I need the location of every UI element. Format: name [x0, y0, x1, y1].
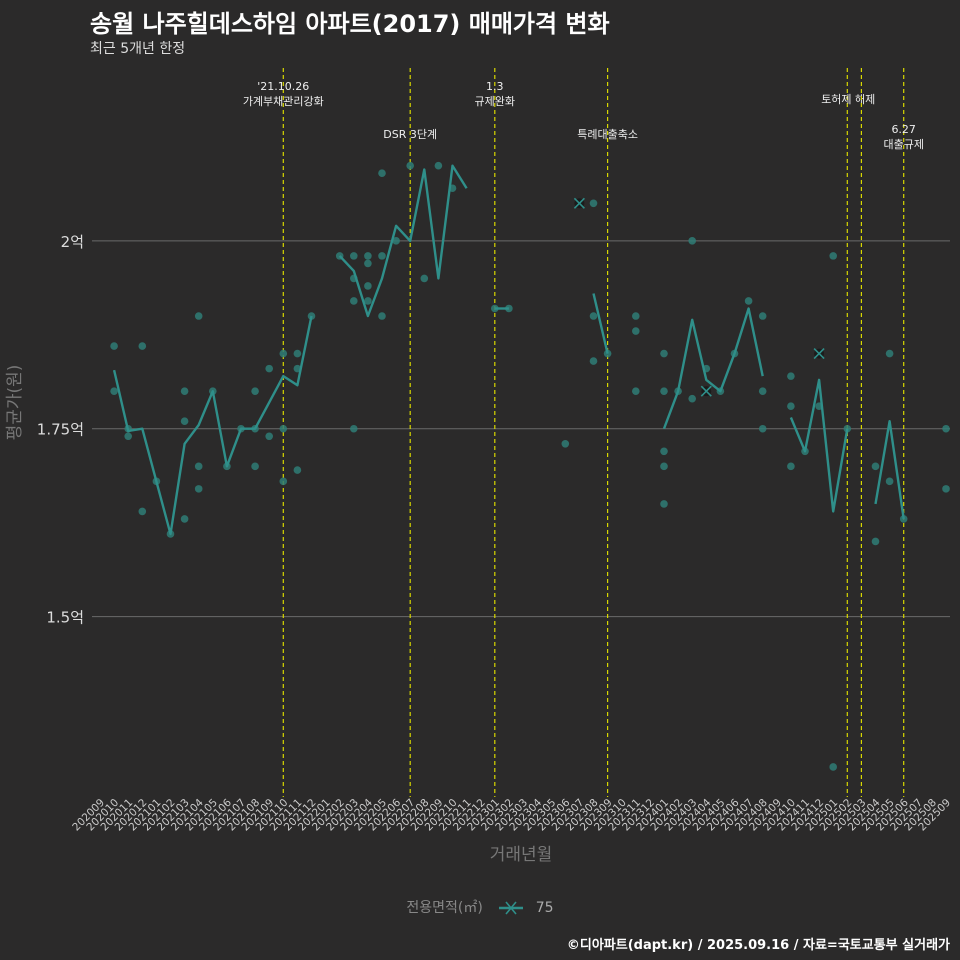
- transaction-point: [265, 432, 274, 441]
- y-tick-label: 1.5억: [46, 609, 84, 627]
- transaction-point: [758, 424, 767, 433]
- transaction-point: [561, 439, 570, 448]
- transaction-point: [829, 252, 837, 260]
- transaction-point: [251, 387, 259, 395]
- y-tick-label: 1.75억: [37, 421, 84, 439]
- cross-marker: [573, 197, 585, 209]
- transaction-point: [589, 357, 598, 365]
- transaction-point: [688, 237, 696, 245]
- event-label: DSR 3단계: [383, 128, 437, 141]
- y-axis-title: 평균가(원): [5, 365, 25, 441]
- transaction-point: [660, 500, 668, 508]
- event-label: 가계부채관리강화: [243, 95, 324, 108]
- transaction-point: [251, 462, 259, 471]
- transaction-point: [279, 349, 288, 358]
- transaction-point: [632, 387, 640, 395]
- transaction-point: [744, 297, 753, 305]
- transaction-point: [378, 252, 386, 260]
- transaction-point: [899, 515, 908, 523]
- transaction-point: [660, 349, 668, 358]
- legend-item-label: 75: [535, 900, 554, 916]
- transaction-point: [589, 199, 598, 208]
- transaction-point: [378, 312, 386, 320]
- chart-title: 송월 나주힐데스하임 아파트(2017) 매매가격 변화: [90, 10, 610, 38]
- transaction-point: [180, 417, 189, 426]
- transaction-point: [829, 763, 837, 771]
- transaction-point: [293, 349, 302, 358]
- transaction-point: [885, 477, 894, 486]
- transaction-point: [138, 507, 147, 516]
- transaction-point: [279, 424, 288, 433]
- event-label: 6.27: [891, 123, 916, 136]
- transaction-point: [871, 462, 880, 471]
- transaction-point: [194, 312, 203, 320]
- transaction-point: [505, 304, 513, 313]
- cross-marker: [813, 348, 825, 360]
- transaction-point: [871, 537, 880, 546]
- series-line: [874, 420, 905, 520]
- transaction-point: [434, 161, 443, 170]
- event-label: '21.10.26: [257, 80, 309, 93]
- transaction-point: [787, 462, 795, 471]
- event-label: 1.3: [486, 80, 504, 93]
- transaction-point: [110, 342, 118, 350]
- x-axis-title: 거래년월: [490, 845, 553, 865]
- series-line: [112, 315, 313, 536]
- transaction-point: [364, 297, 372, 305]
- transaction-point: [110, 387, 118, 395]
- transaction-point: [688, 394, 696, 403]
- transaction-point: [279, 477, 288, 486]
- transaction-point: [589, 312, 598, 320]
- series-line: [338, 164, 468, 318]
- transaction-point: [758, 387, 767, 395]
- transaction-point: [885, 349, 894, 358]
- transaction-point: [180, 515, 189, 523]
- legend-key-icon: [499, 901, 524, 915]
- transaction-point: [787, 402, 795, 410]
- transaction-point: [364, 259, 372, 268]
- transaction-point: [138, 342, 147, 350]
- series-line: [789, 378, 849, 513]
- transaction-point: [942, 485, 950, 493]
- transaction-point: [293, 466, 302, 474]
- series-line: [662, 307, 764, 430]
- legend-title: 전용면적(㎡): [406, 900, 483, 916]
- transaction-point: [124, 432, 132, 441]
- transaction-point: [350, 297, 358, 305]
- legend: 전용면적(㎡) 75: [0, 897, 960, 917]
- y-tick-label: 2억: [61, 233, 84, 251]
- event-label: 토허제 해제: [821, 92, 875, 106]
- transaction-point: [420, 274, 429, 283]
- transaction-point: [194, 485, 203, 493]
- transaction-point: [350, 424, 358, 433]
- event-label: 대출규제: [883, 138, 923, 151]
- event-label: 특례대출축소: [577, 128, 638, 141]
- series-line: [592, 293, 609, 354]
- transaction-point: [660, 462, 668, 471]
- transaction-point: [364, 252, 372, 260]
- footer-credit: ©디아파트(dapt.kr) / 2025.09.16 / 자료=국토교통부 실…: [566, 938, 950, 953]
- transaction-point: [265, 364, 274, 373]
- transaction-point: [632, 312, 640, 320]
- transaction-point: [350, 252, 358, 260]
- transaction-point: [787, 372, 795, 380]
- chart-subtitle: 최근 5개년 한정: [90, 41, 186, 57]
- transaction-point: [942, 424, 950, 433]
- cross-marker: [700, 385, 712, 397]
- transaction-point: [194, 462, 203, 471]
- transaction-point: [660, 447, 668, 456]
- transaction-point: [378, 169, 386, 178]
- transaction-point: [392, 237, 400, 245]
- transaction-point: [406, 161, 415, 170]
- transaction-point: [364, 282, 372, 290]
- transaction-point: [632, 327, 640, 335]
- event-label: 규제완화: [475, 95, 515, 108]
- transaction-point: [180, 387, 189, 395]
- transaction-point: [758, 312, 767, 320]
- transaction-point: [660, 387, 668, 395]
